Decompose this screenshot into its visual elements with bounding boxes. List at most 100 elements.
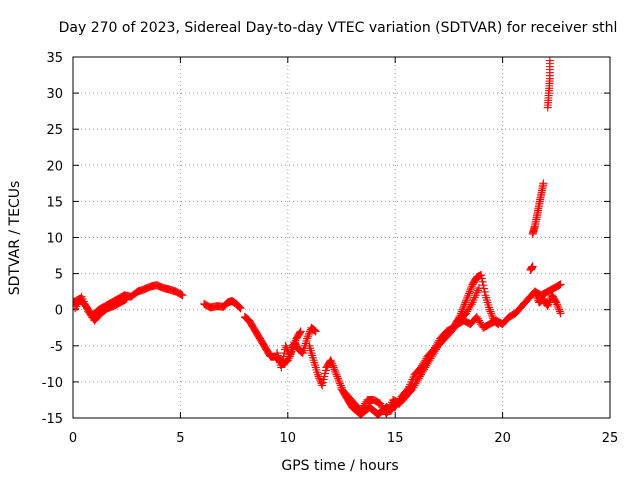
x-tick-label: 5 (176, 431, 184, 446)
data-point (303, 334, 312, 343)
data-point (178, 291, 187, 300)
data-point (530, 287, 539, 296)
x-tick-label: 10 (280, 431, 297, 446)
x-axis-label: GPS time / hours (281, 458, 398, 474)
data-point (555, 305, 564, 314)
data-point (282, 343, 291, 352)
data-point (461, 298, 470, 307)
data-point (177, 290, 186, 299)
data-point (464, 291, 473, 300)
y-tick-label: 20 (46, 159, 63, 174)
data-point (336, 381, 345, 390)
data-point (311, 327, 320, 336)
data-point (532, 291, 541, 300)
data-point (315, 374, 324, 383)
y-tick-label: -15 (42, 412, 63, 427)
data-point (303, 332, 312, 341)
data-point (477, 271, 486, 280)
x-tick-label: 20 (494, 431, 511, 446)
data-point (467, 300, 476, 309)
y-tick-label: -10 (42, 376, 63, 391)
y-tick-label: 35 (46, 51, 63, 66)
data-point (556, 309, 565, 318)
x-tick-label: 25 (602, 431, 619, 446)
data-point (554, 303, 563, 312)
data-point (487, 311, 496, 320)
data-point (556, 280, 565, 289)
data-point (326, 356, 335, 365)
data-point (465, 287, 474, 296)
data-point (486, 307, 495, 316)
data-point (528, 262, 537, 271)
y-tick-label: 0 (55, 304, 63, 319)
data-point (487, 309, 496, 318)
data-point (466, 285, 475, 294)
data-point (281, 341, 290, 350)
data-point (310, 326, 319, 335)
data-point (478, 277, 487, 286)
data-point (295, 328, 304, 337)
plot-frame (72, 56, 611, 419)
data-point (331, 367, 340, 376)
y-tick-label: 25 (46, 123, 63, 138)
data-point (464, 289, 473, 298)
y-tick-label: 10 (46, 232, 63, 247)
data-point (477, 274, 486, 283)
data-point (330, 365, 339, 374)
x-axis-ticks: 0 5 10 15 20 25 (69, 431, 618, 446)
data-points (73, 57, 565, 418)
data-point (460, 300, 469, 309)
data-point (463, 293, 472, 302)
grid-lines (73, 57, 610, 418)
data-point (553, 302, 562, 311)
data-point (335, 377, 344, 386)
data-point (122, 294, 131, 303)
data-point (532, 293, 541, 302)
data-point (467, 284, 476, 293)
data-point (457, 309, 466, 318)
data-point (304, 330, 313, 339)
data-point (544, 300, 553, 309)
x-tick-label: 15 (387, 431, 404, 446)
data-point (334, 376, 343, 385)
y-tick-label: -5 (50, 340, 63, 355)
data-point (552, 298, 561, 307)
data-point (329, 363, 338, 372)
data-point (553, 300, 562, 309)
data-point (457, 307, 466, 316)
y-axis-ticks: -15 -10 -5 0 5 10 15 20 25 30 35 (42, 51, 63, 427)
data-point (327, 358, 336, 367)
data-point (317, 379, 326, 388)
data-point (555, 307, 564, 316)
data-point (459, 303, 468, 312)
data-point (455, 312, 464, 321)
data-point (333, 372, 342, 381)
data-point (278, 359, 287, 368)
data-point (462, 296, 471, 305)
data-point (336, 379, 345, 388)
data-point (121, 295, 130, 304)
data-point (328, 359, 337, 368)
data-point (235, 303, 244, 312)
data-point (278, 356, 287, 365)
chart-title: Day 270 of 2023, Sidereal Day-to-day VTE… (59, 20, 618, 36)
data-point (545, 298, 554, 307)
data-point (331, 368, 340, 377)
data-point (298, 348, 307, 357)
data-point (531, 289, 540, 298)
y-tick-label: 5 (55, 268, 63, 283)
data-point (305, 329, 314, 338)
data-point (296, 327, 305, 336)
data-point (485, 305, 494, 314)
data-point (555, 281, 564, 290)
data-point (332, 370, 341, 379)
data-point (480, 287, 489, 296)
data-point (456, 311, 465, 320)
data-point (311, 326, 320, 335)
data-point (462, 294, 471, 303)
y-tick-label: 30 (46, 87, 63, 102)
data-point (235, 302, 244, 311)
data-point (539, 179, 548, 188)
data-point (236, 304, 245, 313)
